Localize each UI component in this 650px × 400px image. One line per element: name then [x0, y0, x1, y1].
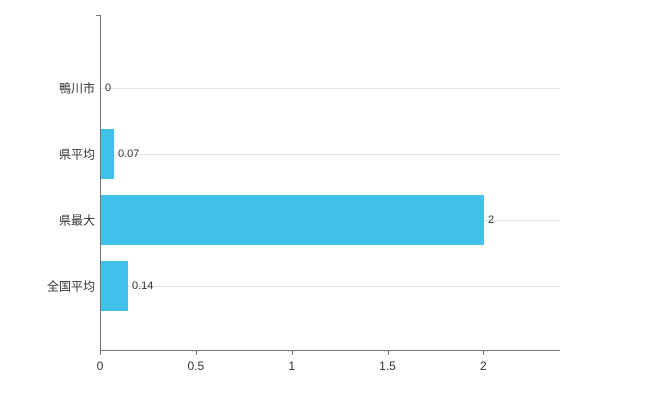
y-axis-top-tick	[96, 15, 100, 16]
category-label: 県最大	[58, 213, 95, 228]
value-label: 2	[488, 214, 495, 226]
category-label: 鴨川市	[58, 81, 95, 96]
x-tick-label: 0	[96, 359, 104, 373]
grid-line	[100, 88, 560, 89]
x-tick-mark	[195, 351, 197, 355]
category-label: 県平均	[58, 147, 95, 162]
value-label: 0.14	[132, 280, 154, 292]
grid-line	[100, 286, 560, 287]
x-tick-mark	[387, 351, 389, 355]
bar-1	[101, 129, 114, 179]
grid-line	[100, 154, 560, 155]
x-tick-mark	[483, 351, 485, 355]
x-tick-mark	[100, 351, 101, 355]
bar-3	[101, 261, 128, 311]
x-tick-label: 1	[288, 359, 295, 373]
category-label: 全国平均	[46, 279, 95, 294]
x-axis-line	[100, 350, 560, 351]
value-label: 0.07	[118, 148, 140, 160]
x-tick-label: 1.5	[379, 359, 396, 373]
x-tick-label: 2	[479, 359, 487, 373]
bar-2	[101, 195, 484, 245]
x-tick-label: 0.5	[187, 359, 205, 373]
y-axis-line	[100, 15, 101, 351]
x-tick-mark	[291, 351, 293, 355]
value-label: 0	[105, 82, 112, 94]
